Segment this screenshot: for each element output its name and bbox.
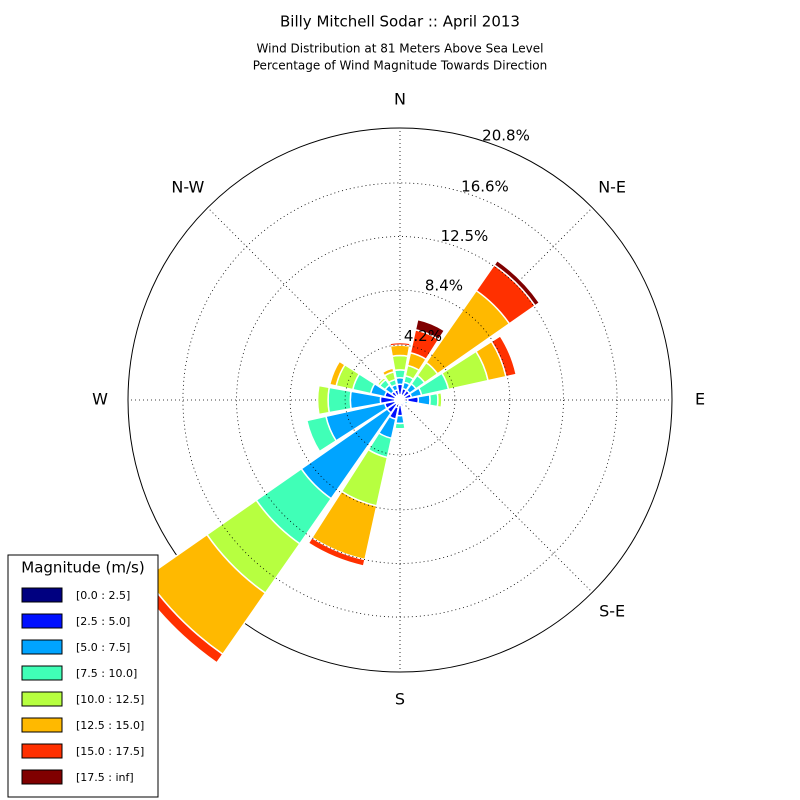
legend-swatch	[21, 717, 63, 733]
legend-swatch	[21, 769, 63, 785]
wind-bar	[395, 377, 405, 386]
wind-bar	[389, 341, 411, 347]
wind-bar	[379, 364, 394, 373]
wind-bar	[305, 415, 338, 453]
legend-label: [10.0 : 12.5]	[76, 693, 144, 706]
wind-bar	[403, 400, 409, 406]
r-tick-label: 4.2%	[404, 327, 442, 345]
wind-bar	[417, 393, 431, 407]
legend-swatch	[21, 587, 63, 603]
chart-subtitle: Percentage of Wind Magnitude Towards Dir…	[253, 59, 547, 73]
r-tick-label: 8.4%	[425, 276, 463, 294]
angular-grid-line	[207, 207, 401, 401]
radial-grid-line	[289, 289, 511, 511]
legend-swatch	[21, 691, 63, 707]
r-tick-label: 16.6%	[461, 177, 509, 195]
direction-label: W	[92, 390, 108, 409]
legend-label: [2.5 : 5.0]	[76, 615, 130, 628]
wind-bar	[393, 369, 407, 379]
legend-label: [12.5 : 15.0]	[76, 719, 144, 732]
legend-swatch	[21, 743, 63, 759]
wind-bar	[307, 536, 366, 567]
wind-bar	[428, 392, 439, 408]
legend-label: [17.5 : inf]	[76, 771, 134, 784]
wind-bar	[394, 422, 406, 430]
direction-label: S-E	[599, 602, 625, 621]
wind-bar	[328, 360, 346, 387]
wind-bar	[327, 386, 352, 414]
r-tick-label: 20.8%	[482, 127, 530, 145]
polar-frame	[127, 127, 673, 673]
legend-title: Magnitude (m/s)	[21, 559, 144, 577]
radial-grid-line	[182, 182, 618, 618]
direction-label: N-E	[598, 177, 626, 196]
direction-label: N-W	[171, 177, 204, 196]
chart-subtitle: Wind Distribution at 81 Meters Above Sea…	[257, 42, 544, 56]
wind-bar	[414, 318, 446, 341]
legend-swatch	[21, 639, 63, 655]
chart-title: Billy Mitchell Sodar :: April 2013	[280, 13, 520, 31]
direction-label: S	[395, 690, 405, 709]
legend-swatch	[21, 665, 63, 681]
direction-label: E	[695, 390, 705, 409]
legend-label: [5.0 : 7.5]	[76, 641, 130, 654]
wind-bar	[493, 259, 541, 307]
wind-bar	[406, 395, 420, 405]
direction-label: N	[394, 90, 406, 109]
legend-label: [7.5 : 10.0]	[76, 667, 137, 680]
wind-bar	[389, 344, 411, 358]
wind-bar	[436, 391, 443, 409]
legend-swatch	[21, 613, 63, 629]
wind-bar	[376, 376, 387, 387]
legend-label: [0.0 : 2.5]	[76, 589, 130, 602]
legend: Magnitude (m/s) [0.0 : 2.5] [2.5 : 5.0] [5.…	[7, 554, 159, 798]
wind-bar	[391, 354, 409, 372]
legend-label: [15.0 : 17.5]	[76, 745, 144, 758]
radial-grid-line	[344, 344, 456, 456]
angular-grid-line	[399, 399, 593, 593]
wind-bar	[490, 334, 518, 378]
radial-grid-line	[236, 236, 564, 564]
wind-bar	[316, 384, 331, 416]
r-tick-label: 12.5%	[441, 227, 489, 245]
